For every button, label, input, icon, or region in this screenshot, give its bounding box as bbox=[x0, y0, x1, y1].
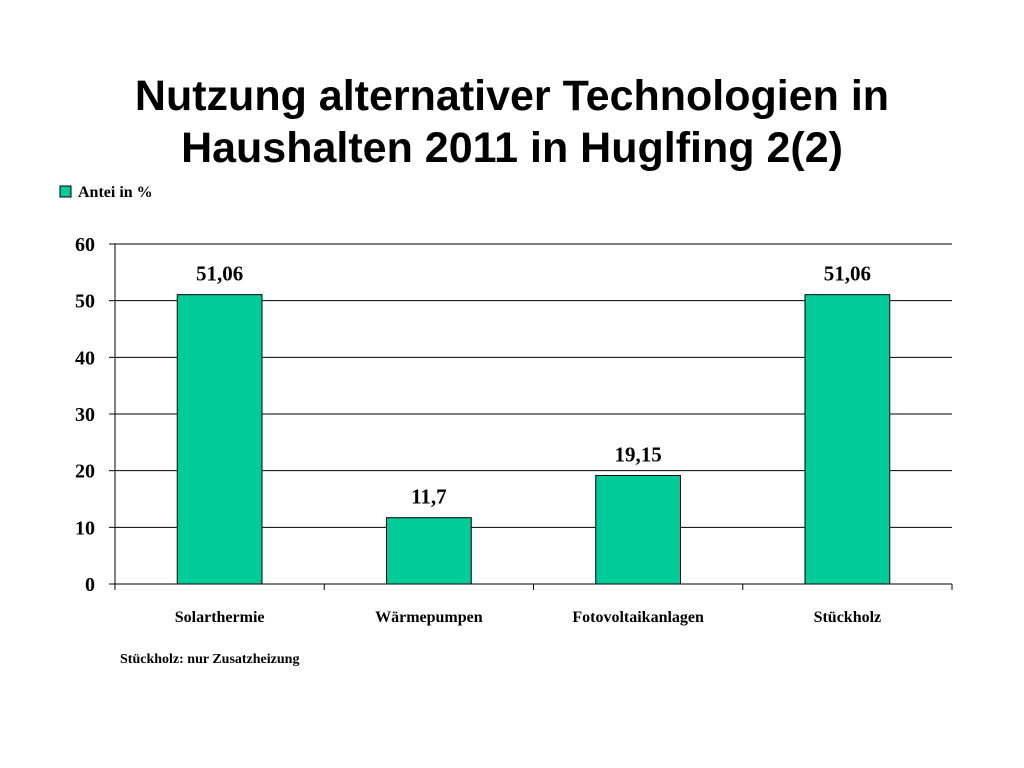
title-line-1: Nutzung alternativer Technologien in bbox=[134, 72, 890, 120]
footnote: Stückholz: nur Zusatzheizung bbox=[120, 652, 299, 667]
y-tick-label: 0 bbox=[85, 574, 95, 596]
chart-title: Nutzung alternativer Technologien in Hau… bbox=[0, 70, 1024, 174]
y-tick-label: 40 bbox=[75, 347, 95, 369]
bar bbox=[595, 474, 681, 585]
bar bbox=[386, 517, 472, 585]
bars bbox=[176, 294, 891, 585]
x-tick-label: Fotovoltaikanlagen bbox=[572, 609, 704, 626]
bar bbox=[804, 294, 891, 585]
x-tick-label: Wärmepumpen bbox=[375, 609, 483, 626]
x-tick-label: Stückholz bbox=[814, 609, 882, 626]
data-label: 51,06 bbox=[196, 262, 243, 286]
legend: Antei in % bbox=[59, 184, 153, 201]
data-label: 19,15 bbox=[615, 442, 662, 466]
title-line-2: Haushalten 2011 in Huglfing 2(2) bbox=[181, 124, 843, 172]
bar bbox=[176, 294, 263, 585]
y-tick-label: 30 bbox=[75, 404, 95, 426]
y-tick-label: 50 bbox=[75, 291, 95, 313]
y-tick-label: 60 bbox=[75, 234, 95, 256]
legend-label: Antei in % bbox=[78, 184, 153, 201]
legend-swatch bbox=[59, 185, 72, 198]
y-tick-label: 20 bbox=[75, 461, 95, 483]
data-label: 11,7 bbox=[411, 485, 447, 509]
x-tick-label: Solarthermie bbox=[175, 609, 265, 626]
tick-labels: 0 10 20 30 40 50 60 Solarthermie Wärmepumpen Foto… bbox=[75, 234, 881, 626]
y-tick-label: 10 bbox=[75, 517, 95, 539]
data-labels: 51,06 11,7 19,15 51,06 bbox=[196, 262, 871, 509]
data-label: 51,06 bbox=[824, 262, 871, 286]
